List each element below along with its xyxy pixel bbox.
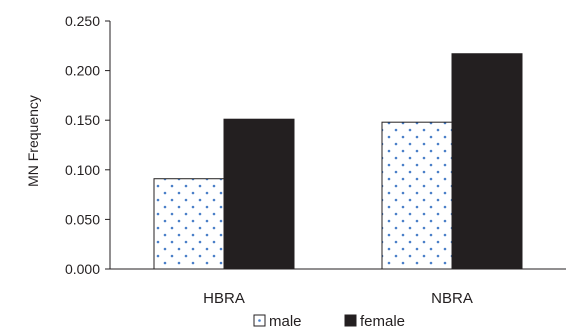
- y-tick-label: 0.200: [65, 63, 100, 79]
- y-tick-label: 0.050: [65, 211, 100, 227]
- legend-swatch-female: [344, 314, 357, 327]
- y-tick-label: 0.000: [65, 261, 100, 277]
- bar-female-nbra: [451, 53, 523, 270]
- y-axis-ticks: 0.000 0.050 0.100 0.150 0.200 0.250: [65, 13, 110, 277]
- bar-female-hbra: [223, 118, 295, 270]
- legend-swatch-dot: [258, 319, 261, 322]
- y-tick-label: 0.100: [65, 162, 100, 178]
- y-tick-label: 0.150: [65, 112, 100, 128]
- legend-label-male: male: [269, 313, 302, 330]
- legend-label-female: female: [360, 313, 405, 330]
- x-category-label: NBRA: [431, 290, 473, 307]
- legend: male female: [253, 313, 405, 330]
- bar-male-nbra: [381, 121, 453, 270]
- x-axis-categories: HBRA NBRA: [203, 290, 473, 307]
- y-axis-title: MN Frequency: [25, 95, 41, 187]
- bar-male-hbra: [153, 178, 225, 270]
- bars-group: [153, 53, 523, 270]
- y-tick-label: 0.250: [65, 13, 100, 29]
- x-category-label: HBRA: [203, 290, 245, 307]
